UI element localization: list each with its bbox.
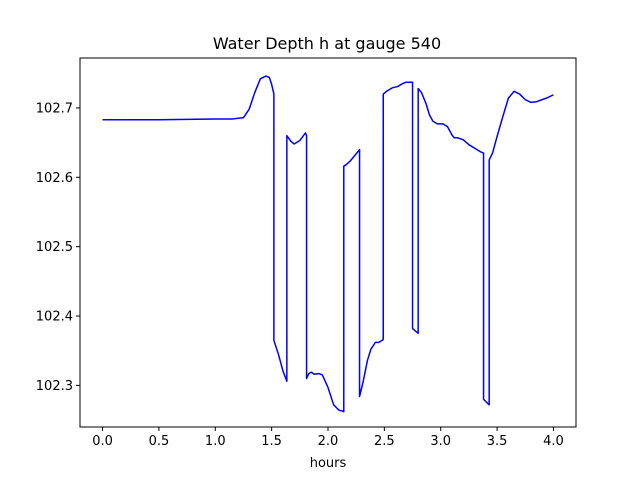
x-tick-label: 3.5 [487, 434, 508, 449]
y-tick-label: 102.7 [36, 101, 73, 116]
y-tick-label: 102.6 [36, 171, 73, 186]
chart-title: Water Depth h at gauge 540 [213, 34, 441, 53]
x-tick-label: 2.5 [374, 434, 395, 449]
series-line-0 [102, 75, 554, 413]
x-tick-label: 4.0 [543, 434, 564, 449]
y-tick-label: 102.4 [36, 310, 73, 325]
x-tick-label: 1.5 [261, 434, 282, 449]
x-tick-label: 2.0 [318, 434, 339, 449]
x-tick-label: 0.0 [92, 434, 113, 449]
y-axis: 102.3 102.4 102.5 102.6 102.7 [36, 101, 80, 394]
y-tick-label: 102.5 [36, 240, 73, 255]
x-axis-label: hours [310, 456, 347, 471]
x-tick-label: 1.0 [205, 434, 226, 449]
x-axis: 0.0 0.5 1.0 1.5 2.0 2.5 3.0 3.5 4.0 [92, 427, 564, 449]
x-tick-label: 3.0 [430, 434, 451, 449]
x-tick-label: 0.5 [149, 434, 170, 449]
plot-frame [79, 57, 577, 428]
y-tick-label: 102.3 [36, 379, 73, 394]
series-layer [102, 75, 554, 413]
